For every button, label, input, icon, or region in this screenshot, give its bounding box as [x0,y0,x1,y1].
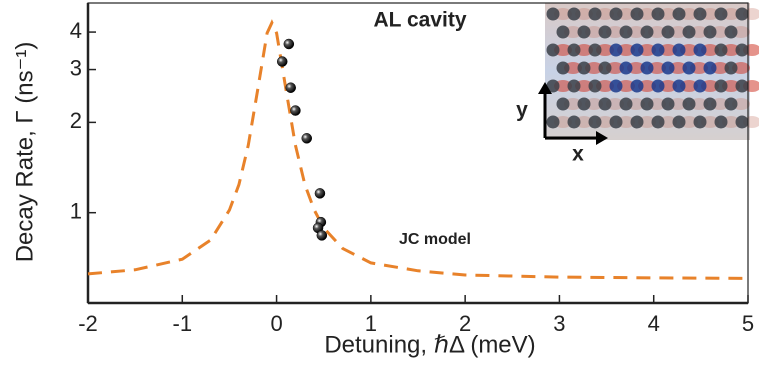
inset-hole [724,97,738,111]
inset-image [545,3,759,140]
inset-hole [682,25,696,39]
x-tick-label: 3 [553,311,565,336]
inset-hole [630,79,644,93]
inset-hole [588,43,602,57]
x-tick-label: -1 [173,311,193,336]
inset-hole [682,61,696,75]
inset-hole [672,115,686,129]
data-point [285,82,296,93]
inset-hole [703,97,717,111]
inset-hole [640,97,654,111]
inset-hole [693,43,707,57]
inset-hole [682,97,696,111]
inset-hole [640,61,654,75]
x-tick-label: 0 [270,311,282,336]
inset-hole [693,7,707,21]
inset-hole [672,7,686,21]
inset-hole [577,25,591,39]
inset-hole [556,25,570,39]
inset-hole [661,61,675,75]
inset-hole [630,7,644,21]
inset-hole [724,61,738,75]
data-point [276,56,288,67]
inset-arrowhead [596,131,608,145]
inset-hole [714,115,728,129]
inset-hole [714,7,728,21]
inset-hole [598,97,612,111]
x-tick-label: 5 [742,311,754,336]
inset-hole [567,115,581,129]
inset-hole [693,115,707,129]
x-tick-label: 2 [459,311,471,336]
inset-hole [567,79,581,93]
inset-hole [661,97,675,111]
annotation: JC model [399,231,471,248]
inset-hole [577,97,591,111]
inset-hole [724,25,738,39]
data-point [290,105,301,116]
chart-title: AL cavity [374,9,467,32]
inset-hole [577,61,591,75]
data-point [301,133,312,144]
inset-hole [567,43,581,57]
inset-hole [546,43,560,57]
inset-hole [651,79,665,93]
inset-hole [619,97,633,111]
inset-hole [714,43,728,57]
inset-hole [609,43,623,57]
data-point [314,188,326,199]
inset-hole [619,61,633,75]
inset-hole [703,25,717,39]
y-tick-label: 1 [70,199,82,224]
inset-hole [735,79,749,93]
inset-hole [735,43,749,57]
inset-hole [567,7,581,21]
x-tick-label: -2 [78,311,98,336]
x-tick-label: 4 [648,311,660,336]
inset-hole [546,79,560,93]
inset-hole [546,7,560,21]
inset-arrowhead [538,82,552,94]
inset-hole [693,79,707,93]
inset-hole [630,115,644,129]
inset-hole [672,43,686,57]
y-tick-label: 4 [70,18,82,43]
inset-hole [661,25,675,39]
inset-hole [714,79,728,93]
inset-hole [609,79,623,93]
data-point [316,230,328,241]
inset-hole [598,25,612,39]
inset-hole [651,7,665,21]
inset-hole [640,25,654,39]
inset-hole [609,115,623,129]
inset-label: x [572,143,584,166]
inset-hole [556,97,570,111]
inset-hole [630,43,644,57]
inset-hole [556,61,570,75]
inset-hole [588,79,602,93]
inset-hole [619,25,633,39]
inset-hole [672,79,686,93]
x-axis-label: Detuning, ℏΔ (meV) [324,331,535,358]
y-tick-label: 3 [70,55,82,80]
inset-hole [588,7,602,21]
inset-hole [651,115,665,129]
x-tick-label: 1 [365,311,377,336]
inset-hole [651,43,665,57]
inset-hole [735,7,749,21]
y-axis-label: Decay Rate, Γ (ns⁻¹) [11,42,38,263]
inset-hole [735,115,749,129]
data-point [283,38,295,50]
inset-hole [609,7,623,21]
inset-hole [588,115,602,129]
inset-hole [703,61,717,75]
inset-label: y [516,99,528,122]
inset-hole [546,115,560,129]
y-tick-label: 2 [70,108,82,133]
inset-hole [598,61,612,75]
